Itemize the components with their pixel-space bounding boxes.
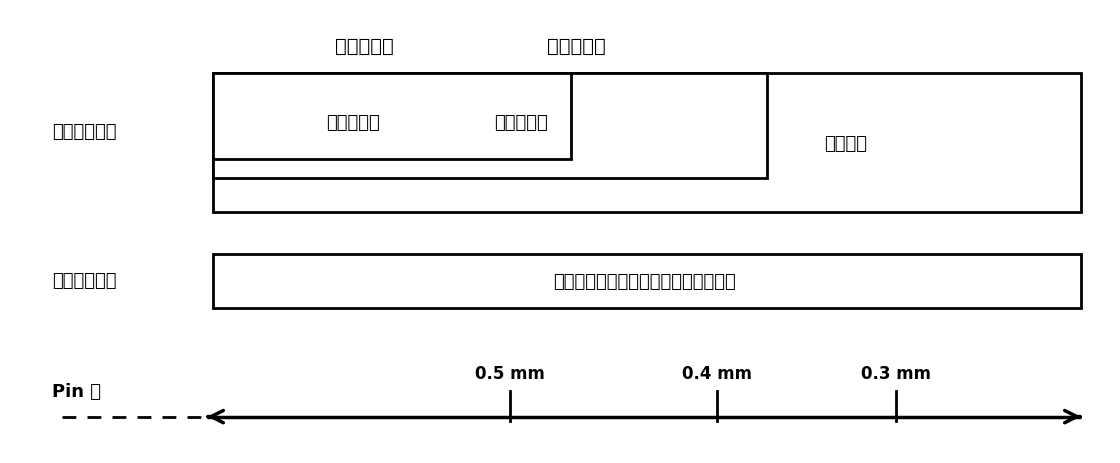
Text: 0.5 mm: 0.5 mm (475, 364, 544, 382)
Bar (213, 74, 767, 178)
Text: 热风回流焊: 热风回流焊 (326, 114, 380, 131)
Text: 辅助工艺选择: 辅助工艺选择 (52, 271, 116, 289)
Text: 核心工艺选择: 核心工艺选择 (52, 123, 116, 141)
Text: 普通连接器: 普通连接器 (335, 37, 393, 56)
Text: 0.4 mm: 0.4 mm (682, 364, 752, 382)
Text: 脉冲热压焊: 脉冲热压焊 (494, 114, 548, 131)
Bar (213, 74, 1081, 213)
Text: 0.3 mm: 0.3 mm (861, 364, 931, 382)
Bar (213, 74, 571, 160)
Bar (213, 255, 1081, 308)
Text: 激光焊接: 激光焊接 (824, 135, 867, 152)
Text: 精密连接器: 精密连接器 (548, 37, 606, 56)
Text: 自动点胶、低温低压成型、无压力焊接: 自动点胶、低温低压成型、无压力焊接 (552, 273, 736, 290)
Text: Pin 距: Pin 距 (52, 382, 101, 400)
